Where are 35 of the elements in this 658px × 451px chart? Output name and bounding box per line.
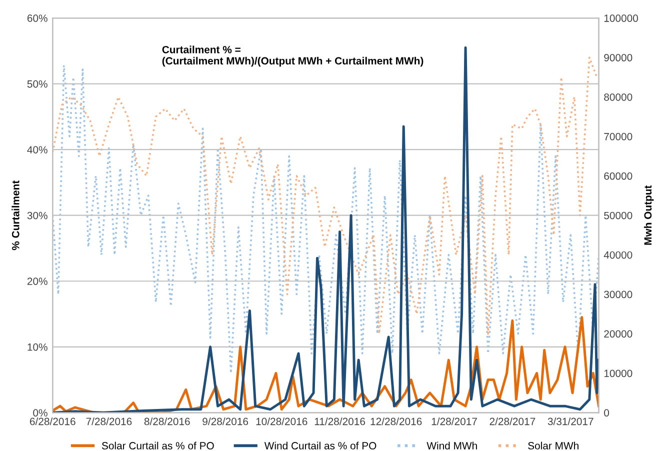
y2-tick-label: 40000 xyxy=(604,251,632,259)
x-tick-label: 10/28/2016 xyxy=(256,418,308,426)
x-tick-label: 8/28/2016 xyxy=(144,418,190,426)
y2-tick-label: 10000 xyxy=(604,370,632,378)
y2-tick-label: 0 xyxy=(604,409,610,417)
y2-tick-label: 90000 xyxy=(604,54,632,62)
y2-tick-label: 70000 xyxy=(604,132,632,140)
x-tick-label: 11/28/2016 xyxy=(314,418,366,426)
annotation: Curtailment % = (Curtailment MWh)/(Output MWh + Curtailment MWh) xyxy=(162,46,424,67)
x-tick-label: 3/31/2017 xyxy=(548,418,594,426)
y2-tick-label: 80000 xyxy=(604,93,632,101)
legend-label: Solar MWh xyxy=(528,442,578,450)
x-tick-label: 2/28/2017 xyxy=(490,418,536,426)
y-tick-label: 20% xyxy=(27,278,48,285)
y-tick-label: 30% xyxy=(27,212,48,220)
y-axis-title: % Curtailment xyxy=(12,180,20,250)
legend-label: Wind MWh xyxy=(426,442,477,450)
x-tick-label: 12/28/2016 xyxy=(370,418,422,426)
y-tick-label: 40% xyxy=(27,146,48,154)
y2-tick-label: 100000 xyxy=(604,14,638,22)
y2-tick-label: 30000 xyxy=(604,290,632,298)
y2-tick-label: 20000 xyxy=(604,330,632,338)
y2-axis-title: Mwh Output xyxy=(644,185,654,245)
y-tick-label: 50% xyxy=(27,80,48,88)
y2-tick-label: 60000 xyxy=(604,172,632,180)
legend-label: Solar Curtail as % of PO xyxy=(102,442,214,450)
y-tick-label: 60% xyxy=(27,14,48,22)
x-tick-label: 6/28/2016 xyxy=(30,418,76,426)
x-tick-label: 9/28/2016 xyxy=(202,418,248,426)
x-tick-label: 1/28/2017 xyxy=(432,418,477,426)
y-tick-label: 0% xyxy=(33,409,48,417)
legend-label: Wind Curtail as % of PO xyxy=(264,442,376,450)
y-tick-label: 10% xyxy=(28,343,48,351)
x-tick-label: 7/28/2016 xyxy=(86,418,132,426)
y2-tick-label: 50000 xyxy=(604,212,632,220)
